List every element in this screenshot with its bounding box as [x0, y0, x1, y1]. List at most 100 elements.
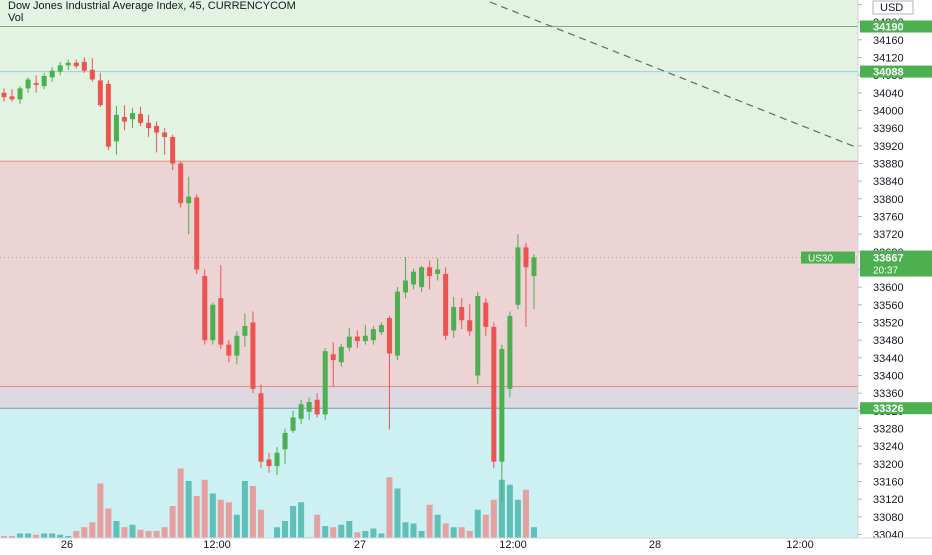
candle-body: [81, 61, 87, 71]
trend-line: [489, 1, 859, 149]
candle-body: [89, 69, 95, 80]
candle-body: [523, 247, 529, 268]
candle-body: [186, 196, 192, 204]
candle-body: [105, 83, 111, 147]
candle-body: [314, 399, 320, 415]
y-tick-label: 33240: [873, 441, 904, 453]
symbol-tag: US30: [808, 254, 833, 265]
candle-body: [49, 70, 55, 78]
candle-body: [427, 267, 433, 277]
x-tick-label: 12:00: [203, 539, 231, 550]
candle-body: [274, 452, 280, 467]
candle-body: [234, 335, 240, 356]
candle-body: [507, 315, 513, 389]
y-tick-label: 33280: [873, 424, 904, 436]
candle-body: [403, 280, 408, 293]
y-tick-label: 33800: [873, 194, 904, 206]
y-tick-label: 33840: [873, 176, 904, 188]
last-price-badge: 33667: [873, 253, 904, 265]
candle-body: [451, 307, 457, 331]
candle-body: [282, 432, 288, 450]
y-tick-label: 33440: [873, 353, 904, 365]
candle-body: [97, 80, 103, 106]
volume-bar: [490, 499, 497, 546]
candle-body: [266, 459, 272, 467]
y-tick-label: 33600: [873, 282, 904, 294]
y-tick-label: 33160: [873, 477, 904, 489]
volume-bar: [442, 523, 449, 546]
candle-body: [73, 62, 79, 67]
volume-bar: [233, 514, 240, 546]
zone-gray: [0, 386, 858, 409]
candle-body: [443, 273, 449, 336]
candle-body: [146, 122, 152, 129]
volume-bar: [290, 506, 297, 546]
volume-bar: [394, 488, 401, 546]
x-tick-label: 26: [61, 539, 73, 550]
volume-bar: [89, 522, 96, 546]
candle-body: [178, 163, 184, 204]
volume-bar: [185, 481, 192, 546]
candle-body: [378, 325, 384, 333]
candle-body: [467, 320, 473, 332]
currency-label: USD: [880, 2, 903, 14]
zone-green: [0, 0, 858, 162]
y-tick-label: 33880: [873, 158, 904, 170]
lower-level-badge-bg: [860, 402, 932, 415]
volume-bar: [530, 527, 537, 546]
candle-body: [17, 88, 23, 100]
candle-body: [459, 307, 465, 321]
candle-body: [129, 113, 135, 120]
candle-body: [386, 318, 392, 354]
volume-bar: [482, 514, 489, 546]
volume-bar: [314, 514, 321, 546]
volume-bar: [193, 496, 200, 546]
volume-bar: [298, 502, 305, 546]
candle-body: [394, 291, 400, 356]
volume-bar: [514, 499, 521, 546]
y-tick-label: 33560: [873, 300, 904, 312]
y-tick-label: 33120: [873, 494, 904, 506]
candle-body: [362, 335, 368, 342]
volume-bar: [81, 527, 88, 546]
candle-body: [346, 336, 352, 348]
x-tick-label: 27: [354, 539, 366, 550]
upper-level-badge-bg: [860, 20, 932, 33]
volume-bar: [177, 468, 184, 546]
candle-body: [33, 83, 39, 85]
volume-bar: [346, 521, 353, 546]
candle-body: [483, 302, 489, 327]
candle-body: [218, 298, 224, 345]
candle-body: [322, 351, 328, 415]
candle-body: [491, 326, 497, 462]
volume-bar: [161, 527, 168, 546]
candle-body: [242, 326, 248, 336]
candle-body: [65, 62, 71, 66]
volume-bar: [217, 499, 224, 546]
volume-bar: [97, 483, 104, 546]
volume-bar: [410, 523, 417, 546]
candle-body: [531, 257, 537, 277]
candle-body: [435, 269, 441, 274]
volume-bar: [458, 527, 465, 546]
time-axis: [0, 538, 932, 550]
volume-bar: [274, 527, 281, 546]
volume-bar: [121, 527, 128, 546]
candle-body: [475, 295, 481, 376]
volume-bar: [474, 509, 481, 546]
candle-body: [330, 354, 336, 361]
y-tick-label: 33400: [873, 371, 904, 383]
candle-body: [170, 136, 176, 164]
volume-bar: [129, 524, 136, 546]
candle-body: [290, 417, 296, 431]
volume-bar: [249, 486, 256, 546]
countdown-label: 20:37: [873, 266, 898, 277]
volume-bar: [426, 504, 433, 546]
volume-bar: [282, 521, 289, 546]
candle-body: [515, 247, 521, 305]
candle-body: [162, 132, 168, 137]
volume-label: Vol: [8, 12, 24, 24]
volume-bar: [498, 479, 505, 546]
